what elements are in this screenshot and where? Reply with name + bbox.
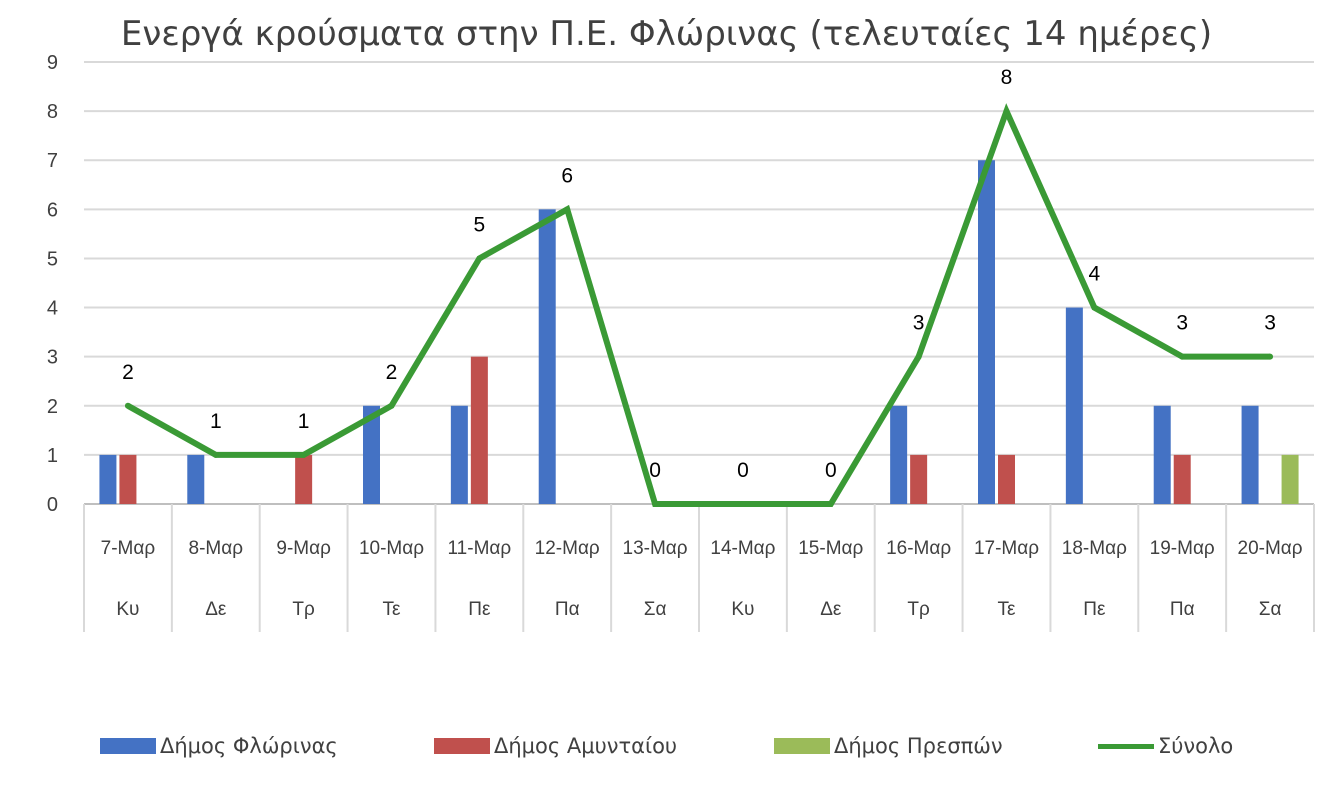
bar [998, 454, 1015, 504]
total-line [126, 103, 1271, 507]
x-day-label: Τρ [292, 599, 315, 620]
legend-item-prespes: Δήμος Πρεσπών [774, 730, 1003, 762]
line-point [652, 501, 659, 507]
data-label: 5 [474, 213, 486, 236]
data-label: 6 [561, 164, 573, 187]
data-label: 2 [386, 361, 398, 384]
line-point [564, 206, 571, 213]
line-point [300, 451, 307, 458]
x-tick-label: 20-Μαρ [1238, 538, 1303, 559]
chart-legend: Δήμος Φλώρινας Δήμος Αμυνταίου Δήμος Πρε… [0, 730, 1333, 762]
line-point [476, 255, 483, 262]
bar [99, 454, 117, 504]
legend-label-amyntaio: Δήμος Αμυνταίου [494, 734, 678, 758]
x-day-label: Πα [1170, 599, 1195, 620]
x-day-label: Κυ [116, 599, 139, 620]
bar [1173, 454, 1191, 504]
line-point [1003, 108, 1010, 115]
x-tick-label: 8-Μαρ [189, 538, 244, 559]
x-day-label: Πα [555, 599, 580, 620]
line-point [388, 402, 395, 409]
x-day-label: Σα [644, 599, 667, 620]
x-tick-label: 14-Μαρ [710, 538, 775, 559]
x-tick-label: 19-Μαρ [1150, 538, 1215, 559]
legend-swatch-florina [100, 738, 156, 754]
x-tick-label: 18-Μαρ [1062, 538, 1127, 559]
line-point [1091, 304, 1098, 311]
data-label: 1 [298, 410, 310, 433]
data-label: 3 [913, 312, 925, 335]
y-tick-label: 4 [47, 298, 58, 320]
y-tick-label: 3 [47, 347, 58, 369]
x-tick-label: 17-Μαρ [974, 538, 1039, 559]
bar [1065, 307, 1083, 504]
legend-item-florina: Δήμος Φλώρινας [100, 730, 338, 762]
x-day-label: Κυ [731, 599, 754, 620]
line-point [212, 451, 219, 458]
data-label: 3 [1176, 312, 1188, 335]
x-day-label: Πε [1083, 599, 1106, 620]
x-tick-label: 9-Μαρ [276, 538, 331, 559]
x-day-label: Δε [205, 599, 227, 620]
y-tick-label: 2 [47, 396, 58, 418]
line-point [739, 501, 746, 507]
y-tick-label: 5 [47, 248, 58, 270]
x-tick-label: 7-Μαρ [101, 538, 156, 559]
y-tick-label: 1 [47, 445, 58, 467]
x-tick-label: 16-Μαρ [886, 538, 951, 559]
legend-swatch-amyntaio [434, 738, 490, 754]
data-label: 3 [1264, 312, 1276, 335]
x-tick-label: 10-Μαρ [359, 538, 424, 559]
line-point [827, 501, 834, 507]
x-day-label: Τε [998, 599, 1017, 620]
x-day-label: Τρ [907, 599, 930, 620]
bar [450, 405, 468, 504]
data-label: 2 [122, 361, 134, 384]
y-tick-label: 9 [47, 52, 58, 74]
bar [363, 405, 380, 504]
legend-label-total: Σύνολο [1158, 734, 1234, 758]
y-tick-label: 8 [47, 101, 58, 123]
chart-title: Ενεργά κρούσματα στην Π.Ε. Φλώρινας (τελ… [120, 14, 1213, 54]
data-label: 0 [649, 459, 661, 482]
x-day-label: Πε [468, 599, 491, 620]
data-label: 8 [1001, 66, 1013, 89]
data-label: 1 [210, 410, 222, 433]
x-tick-label: 15-Μαρ [798, 538, 863, 559]
bar [295, 454, 313, 504]
legend-item-amyntaio: Δήμος Αμυνταίου [434, 730, 677, 762]
data-label: 4 [1089, 263, 1101, 286]
legend-swatch-prespes [774, 738, 830, 754]
bar [187, 454, 205, 504]
line-point [1179, 353, 1186, 360]
y-tick-label: 7 [47, 150, 58, 172]
x-tick-label: 13-Μαρ [623, 538, 688, 559]
bar [890, 405, 908, 504]
bar [910, 454, 928, 504]
x-day-label: Σα [1259, 599, 1282, 620]
bar [119, 454, 137, 504]
x-tick-label: 12-Μαρ [535, 538, 600, 559]
line-point [124, 402, 131, 409]
data-label: 0 [825, 459, 837, 482]
data-label: 0 [737, 459, 749, 482]
line-point [1267, 353, 1274, 360]
legend-label-florina: Δήμος Φλώρινας [160, 734, 338, 758]
x-day-label: Δε [820, 599, 842, 620]
bar [1153, 405, 1171, 504]
bar [470, 356, 488, 504]
legend-swatch-total [1098, 743, 1154, 749]
x-tick-label: 11-Μαρ [448, 538, 512, 559]
x-day-label: Τε [383, 599, 402, 620]
y-tick-label: 0 [47, 494, 58, 516]
chart-plot: 0 1 2 3 4 5 6 7 8 9 7-Μαρ Κυ 8-Μαρ Δε 9-Μαρ Τρ 10-Μαρ Τε 1… [47, 52, 1315, 632]
bar [538, 209, 556, 505]
legend-item-total: Σύνολο [1098, 730, 1233, 762]
legend-label-prespes: Δήμος Πρεσπών [834, 734, 1003, 758]
y-tick-label: 6 [47, 199, 58, 221]
bar [1281, 454, 1299, 504]
bar [978, 160, 995, 504]
line-point [915, 353, 922, 360]
bar [1241, 405, 1259, 504]
